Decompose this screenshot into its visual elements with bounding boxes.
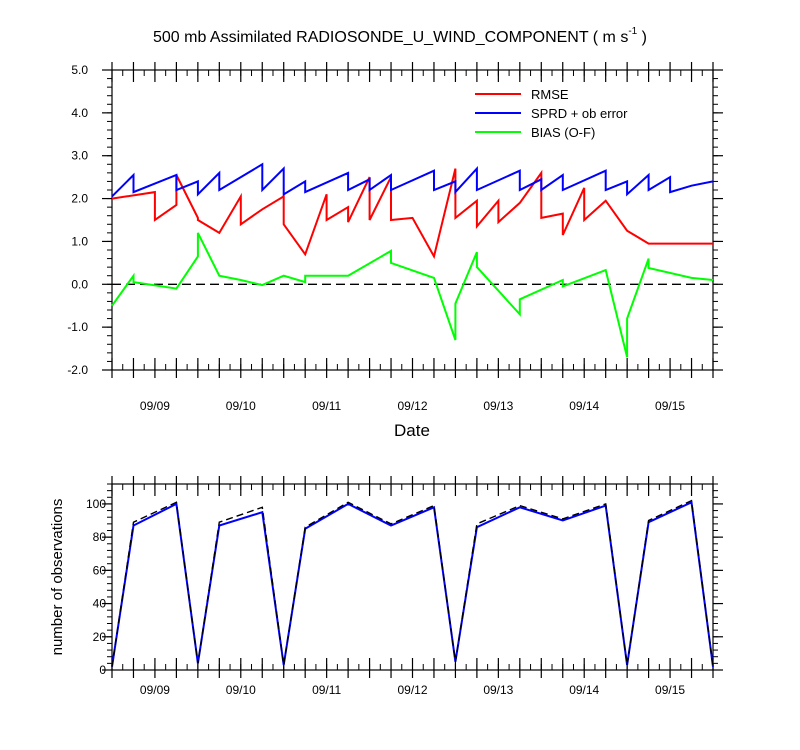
- top-y-tick-label: 5.0: [71, 63, 88, 77]
- bottom-y-tick-label: 100: [86, 497, 106, 511]
- top-rmse-line: [111, 168, 713, 260]
- bottom-x-tick-label: 09/09: [140, 683, 170, 697]
- bottom-x-tick-label: 09/12: [397, 683, 427, 697]
- bottom-panel: number of observations 09/09 09/10 09/11 09…: [49, 476, 723, 697]
- top-x-axis-label: Date: [394, 421, 430, 440]
- top-panel: Date 09/09 09/10 09/11 09/12 09/13 09/14 09/15…: [67, 62, 723, 440]
- bottom-y-tick-label: 60: [93, 563, 107, 577]
- bottom-y-tick-label: 0: [99, 663, 106, 677]
- legend-label-bias-o-f: BIAS (O-F): [531, 125, 595, 140]
- top-y-tick-label: 2.0: [71, 192, 88, 206]
- chart-title-close: ): [637, 29, 647, 46]
- chart-title-unit-exponent: -1: [628, 26, 637, 37]
- bottom-series-2-line: [111, 499, 714, 667]
- legend-label-sprd-ob-error: SPRD + ob error: [531, 106, 628, 121]
- bottom-x-tick-label: 09/15: [655, 683, 685, 697]
- top-x-tick-label: 09/15: [655, 399, 685, 413]
- bottom-x-tick-label: 09/14: [569, 683, 599, 697]
- bottom-x-tick-label: 09/11: [312, 683, 341, 697]
- top-bias-o-f-line: [111, 232, 714, 358]
- top-y-tick-label: 0.0: [71, 277, 88, 291]
- top-y-tick-label: -1.0: [67, 320, 88, 334]
- bottom-x-tick-label: 09/10: [226, 683, 256, 697]
- bottom-x-tick-label: 09/13: [483, 683, 513, 697]
- chart-title: 500 mb Assimilated RADIOSONDE_U_WIND_COM…: [153, 26, 647, 46]
- chart-title-main: 500 mb Assimilated RADIOSONDE_U_WIND_COM…: [153, 29, 628, 46]
- top-x-tick-label: 09/09: [140, 399, 170, 413]
- top-x-tick-label: 09/10: [226, 399, 256, 413]
- top-sprd-ob-error-line: [111, 162, 714, 198]
- bottom-series-1-line: [111, 500, 714, 667]
- top-y-tick-label: 4.0: [71, 106, 88, 120]
- bottom-y-tick-label: 20: [93, 630, 107, 644]
- top-x-tick-label: 09/13: [483, 399, 513, 413]
- bottom-y-tick-label: 40: [93, 597, 107, 611]
- top-x-tick-label: 09/14: [569, 399, 599, 413]
- top-y-tick-label: 3.0: [71, 149, 88, 163]
- top-y-tick-label: -2.0: [67, 363, 88, 377]
- top-y-tick-label: 1.0: [71, 234, 88, 248]
- top-x-tick-label: 09/12: [397, 399, 427, 413]
- top-x-tick-label: 09/11: [312, 399, 341, 413]
- bottom-y-tick-label: 80: [93, 530, 107, 544]
- bottom-y-axis-label: number of observations: [49, 499, 66, 656]
- legend-label-rmse: RMSE: [531, 87, 569, 102]
